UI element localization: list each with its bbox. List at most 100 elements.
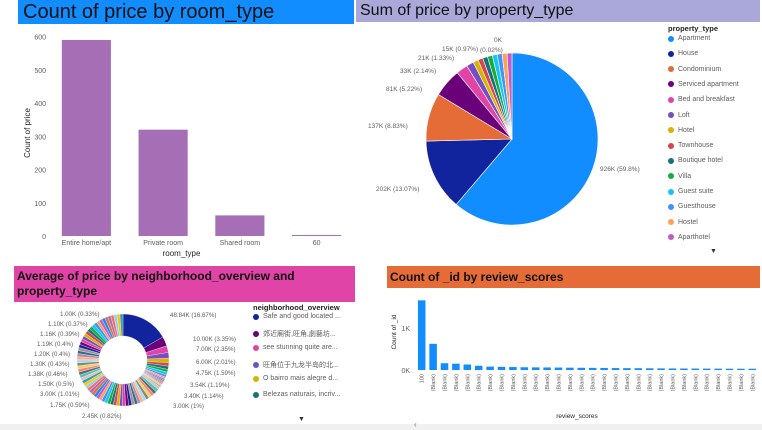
neighborhood-legend-item[interactable]: 旺角位于九龙半岛的北... [253, 360, 339, 370]
pie-slice-1[interactable] [425, 138, 513, 205]
review-bar-6[interactable] [486, 366, 494, 370]
review-bar-20[interactable] [645, 368, 654, 370]
x-tick-label: (Blank) [636, 374, 642, 392]
legend-item-hotel[interactable]: Hotel [668, 127, 694, 134]
legend-item-guest-suite[interactable]: Guest suite [668, 188, 713, 195]
review-bar-16[interactable] [600, 367, 608, 370]
legend-item-bed-and-breakfast[interactable]: Bed and breakfast [668, 96, 735, 103]
review-bar-2[interactable] [440, 363, 449, 370]
legend-label: 郊近廟街,旺角,劇藝坊... [263, 330, 336, 338]
donut-slice-78[interactable] [119, 313, 124, 337]
review-bar-24[interactable] [691, 368, 700, 370]
neighborhood-legend-item[interactable]: Safe and good located ... [253, 313, 341, 320]
legend-item-serviced-apartment[interactable]: Serviced apartment [668, 81, 739, 88]
review-bar-28[interactable] [737, 368, 745, 370]
legend-item-townhouse[interactable]: Townhouse [668, 142, 713, 149]
x-tick-label: (Blank) [682, 374, 688, 392]
review-bar-9[interactable] [520, 367, 529, 370]
scroll-left-icon[interactable]: ‹ [414, 420, 417, 429]
y-tick-label: 100 [34, 201, 46, 208]
legend-item-aparthotel[interactable]: Aparthotel [668, 234, 710, 241]
x-tick-label: (Blank) [443, 374, 449, 392]
bar-1[interactable] [138, 129, 188, 236]
legend-item-apartment[interactable]: Apartment [668, 35, 710, 42]
neighborhood-legend-item[interactable]: O bairro mais alegre d... [253, 375, 338, 382]
neighborhood-legend-title: neighborhood_overview [253, 303, 340, 312]
legend-item-house[interactable]: House [668, 50, 698, 57]
y-tick-label: 0K [401, 368, 410, 375]
review-bar-22[interactable] [668, 368, 677, 370]
legend-item-boutique-hotel[interactable]: Boutique hotel [668, 157, 723, 164]
review-bar-8[interactable] [509, 367, 517, 370]
review-bar-27[interactable] [725, 368, 734, 370]
review-bar-18[interactable] [623, 368, 631, 370]
donut-data-label: 1.30K (0.43%) [30, 361, 70, 368]
review-bar-5[interactable] [474, 365, 483, 370]
x-tick-label: 100 [420, 374, 426, 383]
review-bar-29[interactable] [748, 368, 757, 370]
legend-dot-icon [668, 96, 674, 103]
legend-label: Bed and breakfast [678, 96, 735, 104]
review-bar-10[interactable] [531, 367, 540, 370]
review-bar-15[interactable] [588, 367, 597, 370]
room-type-bar-chart[interactable]: 0 100 200 300 400 500 600 Entire home/apt Privat… [10, 24, 360, 264]
review-bar-4[interactable] [463, 364, 472, 370]
pie-slice-0[interactable] [455, 52, 599, 226]
legend-item-guesthouse[interactable]: Guesthouse [668, 203, 716, 210]
review-bar-1[interactable] [429, 343, 437, 370]
bar-2[interactable] [215, 215, 265, 236]
x-tick-label: (Blank) [534, 374, 540, 392]
review-bar-21[interactable] [657, 368, 665, 370]
review-bar-7[interactable] [497, 366, 506, 370]
donut-data-label: 3.54K (1.19%) [190, 382, 230, 389]
y-tick-label: 400 [34, 101, 46, 108]
room-type-chart-title: Count of price by room_type [18, 0, 354, 24]
neighborhood-legend-item[interactable]: Belezas naturais, incriv... [253, 391, 340, 398]
legend-dot-icon [668, 188, 674, 195]
legend-dot-icon [253, 330, 259, 337]
legend-dot-icon [668, 112, 674, 118]
review-bar-3[interactable] [452, 363, 460, 370]
x-tick-label: (Blank) [739, 374, 745, 392]
neighborhood-donut-chart[interactable]: 48.84K (16.67%) 10.00K (3.35%) 7.00K (2.35… [10, 304, 255, 428]
x-tick-label: (Blank) [591, 374, 597, 392]
bar-0[interactable] [61, 39, 111, 236]
legend-dot-icon [668, 35, 674, 42]
review-scores-bar-chart[interactable]: 1K 0K Count of _id 100 (Blank) (Blank) (Blank)… [386, 290, 762, 428]
neighborhood-legend-item[interactable]: 郊近廟街,旺角,劇藝坊... [253, 329, 336, 339]
review-bar-26[interactable] [714, 368, 722, 370]
legend-item-hostel[interactable]: Hostel [668, 219, 698, 226]
review-bar-25[interactable] [702, 368, 711, 370]
property-type-pie-chart[interactable]: 926K (59.8%) 202K (13.07%) 137K (8.83%) 81K… [352, 24, 662, 264]
x-tick-label: (Blank) [716, 374, 722, 392]
horizontal-scrollbar[interactable] [0, 424, 762, 430]
x-tick-label: (Blank) [671, 374, 677, 392]
legend-dot-icon [668, 219, 674, 226]
x-tick-label: (Blank) [431, 374, 437, 392]
x-tick-label: (Blank) [614, 374, 620, 392]
review-bar-11[interactable] [543, 367, 551, 370]
legend-item-villa[interactable]: Villa [668, 173, 691, 180]
legend-item-condominium[interactable]: Condominium [668, 66, 721, 73]
bar-3[interactable] [292, 235, 342, 236]
review-bar-17[interactable] [611, 368, 620, 370]
pie-slice-13[interactable] [506, 52, 513, 140]
legend-label: Belezas naturais, incriv... [263, 391, 341, 398]
review-bar-0[interactable] [417, 300, 426, 370]
neighborhood-legend-item[interactable]: see stunning quite are... [253, 344, 338, 351]
x-tick-label: (Blank) [579, 374, 585, 392]
neighborhood-legend-scroll-icon[interactable]: ▼ [298, 416, 305, 423]
legend-item-loft[interactable]: Loft [668, 112, 690, 119]
legend-scroll-down-icon[interactable]: ▼ [710, 248, 717, 255]
review-bar-23[interactable] [680, 368, 688, 370]
legend-dot-icon [668, 173, 674, 180]
x-tick-label: (Blank) [522, 374, 528, 392]
review-bar-13[interactable] [566, 367, 574, 370]
review-bar-12[interactable] [554, 367, 563, 370]
legend-label: see stunning quite are... [263, 344, 338, 352]
slice-data-label: 202K (13.07%) [376, 186, 419, 193]
legend-label: Guesthouse [678, 203, 716, 211]
review-bar-14[interactable] [577, 367, 586, 370]
review-bar-19[interactable] [634, 368, 643, 370]
donut-data-label: 10.00K (3.35%) [193, 336, 236, 343]
